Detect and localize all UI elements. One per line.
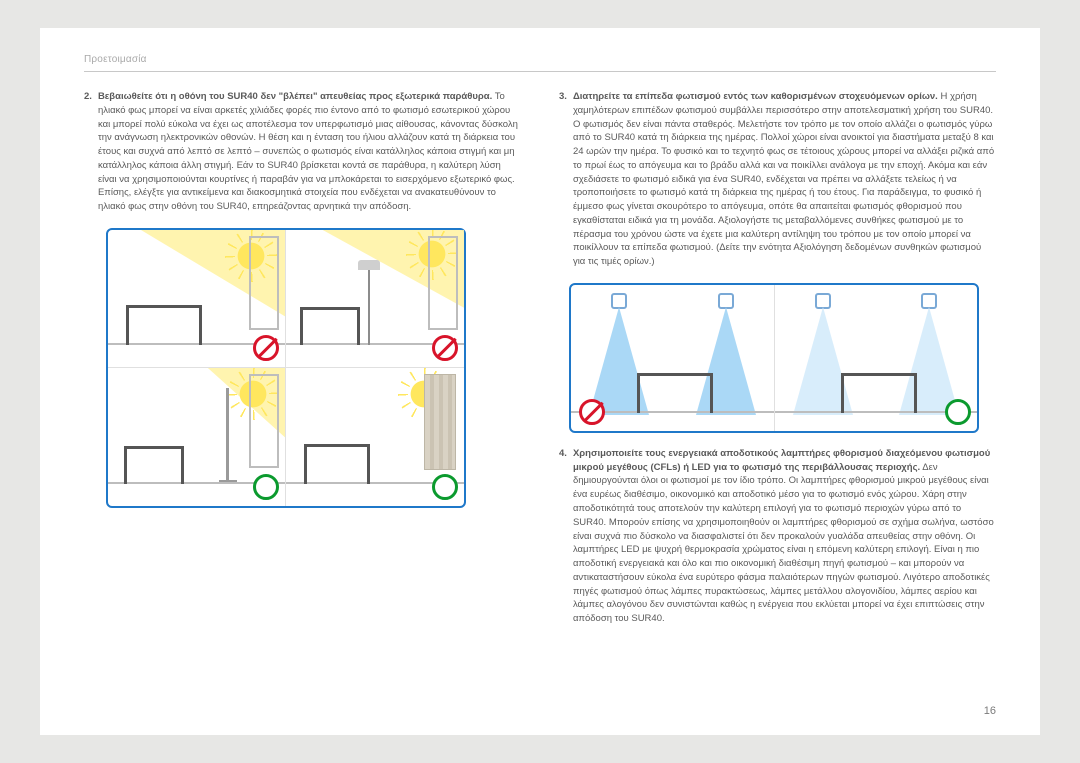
figure-cell bbox=[775, 285, 978, 431]
figure-cell bbox=[108, 368, 286, 506]
list-item: 2. Βεβαιωθείτε ότι η οθόνη του SUR40 δεν… bbox=[84, 90, 521, 214]
sunlight-figure bbox=[106, 228, 466, 508]
item-rest: Δεν δημιουργούνται όλοι οι φωτισμοί με τ… bbox=[573, 462, 994, 624]
item-rest: Η χρήση χαμηλότερων επιπέδων φωτισμού συ… bbox=[573, 91, 994, 267]
page-number: 16 bbox=[984, 705, 996, 717]
item-lead: Διατηρείτε τα επίπεδα φωτισμού εντός των… bbox=[573, 91, 938, 102]
figure-cell bbox=[286, 368, 464, 506]
figure-cell bbox=[286, 230, 464, 368]
item-rest: Το ηλιακό φως μπορεί να είναι αρκετές χι… bbox=[98, 91, 518, 212]
allowed-icon bbox=[253, 474, 279, 500]
left-column: 2. Βεβαιωθείτε ότι η οθόνη του SUR40 δεν… bbox=[84, 90, 521, 640]
document-page: Προετοιμασία 2. Βεβαιωθείτε ότι η οθόνη … bbox=[40, 28, 1040, 735]
right-column: 3. Διατηρείτε τα επίπεδα φωτισμού εντός … bbox=[559, 90, 996, 640]
item-number: 2. bbox=[84, 90, 92, 214]
item-lead: Βεβαιωθείτε ότι η οθόνη του SUR40 δεν "β… bbox=[98, 91, 492, 102]
section-title: Προετοιμασία bbox=[84, 54, 996, 65]
figure-cell bbox=[108, 230, 286, 368]
list-item: 3. Διατηρείτε τα επίπεδα φωτισμού εντός … bbox=[559, 90, 996, 269]
list-item: 4. Χρησιμοποιείτε τους ενεργειακά αποδοτ… bbox=[559, 447, 996, 626]
item-body: Βεβαιωθείτε ότι η οθόνη του SUR40 δεν "β… bbox=[98, 90, 521, 214]
header-rule: Προετοιμασία bbox=[84, 54, 996, 72]
allowed-icon bbox=[432, 474, 458, 500]
lighting-figure bbox=[569, 283, 979, 433]
two-column-layout: 2. Βεβαιωθείτε ότι η οθόνη του SUR40 δεν… bbox=[84, 90, 996, 640]
item-number: 3. bbox=[559, 90, 567, 269]
item-body: Χρησιμοποιείτε τους ενεργειακά αποδοτικο… bbox=[573, 447, 996, 626]
allowed-icon bbox=[945, 399, 971, 425]
prohibited-icon bbox=[432, 335, 458, 361]
prohibited-icon bbox=[579, 399, 605, 425]
item-body: Διατηρείτε τα επίπεδα φωτισμού εντός των… bbox=[573, 90, 996, 269]
prohibited-icon bbox=[253, 335, 279, 361]
item-number: 4. bbox=[559, 447, 567, 626]
figure-cell bbox=[571, 285, 775, 431]
